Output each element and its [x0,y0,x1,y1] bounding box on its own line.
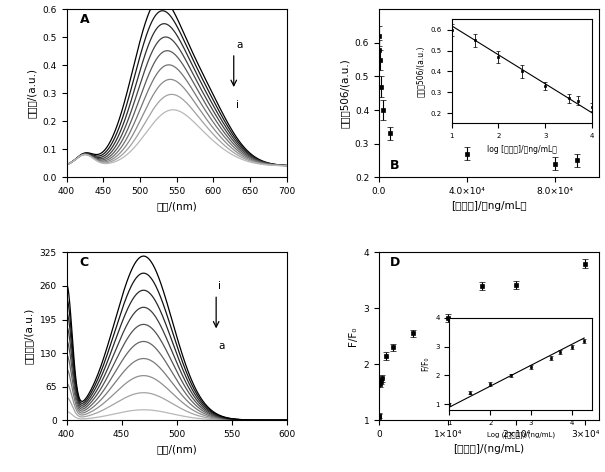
Y-axis label: 吸光度506/(a.u.): 吸光度506/(a.u.) [339,59,349,128]
Text: i: i [236,100,239,110]
Text: a: a [218,341,224,351]
Y-axis label: 吸光度/(a.u.): 吸光度/(a.u.) [27,68,37,118]
X-axis label: 波长/(nm): 波长/(nm) [156,444,197,455]
Y-axis label: 荧光强度/(a.u.): 荧光强度/(a.u.) [24,308,34,364]
Y-axis label: F/F₀: F/F₀ [348,327,358,346]
Text: a: a [236,40,243,50]
Text: B: B [390,159,399,172]
Text: D: D [390,256,400,269]
Text: C: C [80,256,89,269]
X-axis label: [溶菌酶]/（ng/mL）: [溶菌酶]/（ng/mL） [451,202,527,211]
X-axis label: [溶菌酶]/(ng/mL): [溶菌酶]/(ng/mL) [453,444,525,455]
Text: A: A [80,13,90,26]
X-axis label: 波长/(nm): 波长/(nm) [156,202,197,211]
Text: i: i [218,281,221,291]
